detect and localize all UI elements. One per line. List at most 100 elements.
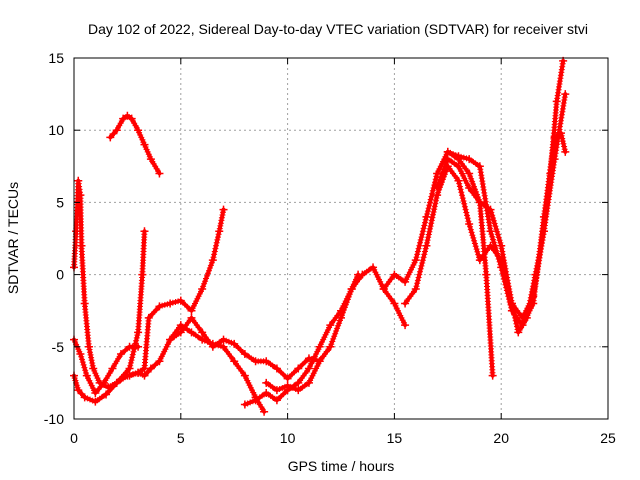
data-point	[390, 299, 399, 308]
data-point	[294, 364, 303, 373]
data-point	[557, 129, 566, 138]
data-point	[99, 378, 108, 387]
data-point	[433, 169, 442, 178]
data-point	[134, 368, 143, 377]
data-point	[208, 342, 217, 351]
data-point	[304, 364, 313, 373]
data-point	[125, 371, 134, 380]
data-point	[134, 342, 143, 351]
data-point	[304, 378, 313, 387]
data-point	[251, 396, 260, 405]
x-tick-label: 20	[493, 430, 509, 446]
data-point	[187, 306, 196, 315]
data-point	[144, 313, 153, 322]
data-point	[401, 277, 410, 286]
data-point	[140, 227, 149, 236]
series-trace	[242, 272, 361, 407]
data-point	[138, 270, 147, 279]
y-tick-label: 15	[48, 50, 64, 66]
data-point	[146, 364, 155, 373]
data-point	[198, 285, 207, 294]
data-point	[140, 371, 149, 380]
data-point	[176, 296, 185, 305]
data-point	[80, 393, 89, 402]
data-point	[187, 313, 196, 322]
data-point	[443, 155, 452, 164]
data-point	[507, 306, 516, 315]
data-point	[379, 285, 388, 294]
data-point	[134, 328, 143, 337]
data-point	[465, 155, 474, 164]
data-point	[529, 299, 538, 308]
data-point	[198, 328, 207, 337]
data-point	[72, 227, 81, 236]
data-point	[187, 328, 196, 337]
data-point	[166, 299, 175, 308]
y-tick-label: 10	[48, 122, 64, 138]
data-point	[74, 176, 83, 185]
data-point	[497, 241, 506, 250]
x-tick-label: 15	[387, 430, 403, 446]
data-point	[411, 285, 420, 294]
data-point	[262, 389, 271, 398]
data-point	[358, 270, 367, 279]
data-point	[411, 256, 420, 265]
data-point	[518, 321, 527, 330]
data-series	[70, 56, 570, 416]
data-point	[475, 162, 484, 171]
data-point	[465, 169, 474, 178]
data-point	[219, 205, 228, 214]
data-point	[486, 227, 495, 236]
data-point	[369, 263, 378, 272]
data-point	[454, 152, 463, 161]
data-point	[283, 381, 292, 390]
data-point	[82, 371, 91, 380]
data-point	[112, 126, 121, 135]
data-point	[208, 256, 217, 265]
data-point	[123, 111, 132, 120]
data-point	[550, 133, 559, 142]
x-tick-label: 5	[177, 430, 185, 446]
data-point	[240, 371, 249, 380]
data-point	[422, 241, 431, 250]
data-point	[294, 386, 303, 395]
data-point	[102, 390, 111, 399]
data-point	[134, 126, 143, 135]
x-tick-label: 25	[600, 430, 616, 446]
data-point	[337, 313, 345, 322]
data-point	[401, 299, 410, 308]
plot-frame	[73, 57, 609, 420]
series-trace	[72, 178, 147, 390]
data-point	[539, 212, 548, 221]
chart-title: Day 102 of 2022, Sidereal Day-to-day VTE…	[88, 21, 588, 37]
data-point	[475, 256, 484, 265]
data-point	[262, 378, 271, 387]
data-point	[146, 155, 155, 164]
data-point	[283, 374, 292, 383]
data-point	[475, 198, 484, 207]
data-point	[155, 357, 164, 366]
data-point	[230, 357, 239, 366]
data-point	[465, 220, 474, 229]
data-point	[119, 114, 128, 123]
data-point	[561, 90, 570, 99]
y-tick-label: -5	[52, 339, 65, 355]
data-point	[497, 263, 506, 272]
data-point	[482, 270, 491, 279]
data-point	[219, 335, 228, 344]
data-point	[230, 339, 239, 348]
series-arc-b	[106, 111, 164, 178]
data-point	[326, 342, 335, 351]
y-tick-label: 0	[56, 267, 64, 283]
data-point	[76, 191, 85, 200]
data-point	[422, 212, 431, 221]
series-arc-c	[70, 205, 228, 406]
data-point	[77, 241, 86, 250]
data-point	[127, 114, 136, 123]
y-tick-label: -10	[44, 411, 64, 427]
data-point	[76, 350, 85, 359]
data-point	[262, 357, 271, 366]
data-point	[443, 147, 452, 156]
data-point	[240, 350, 249, 359]
